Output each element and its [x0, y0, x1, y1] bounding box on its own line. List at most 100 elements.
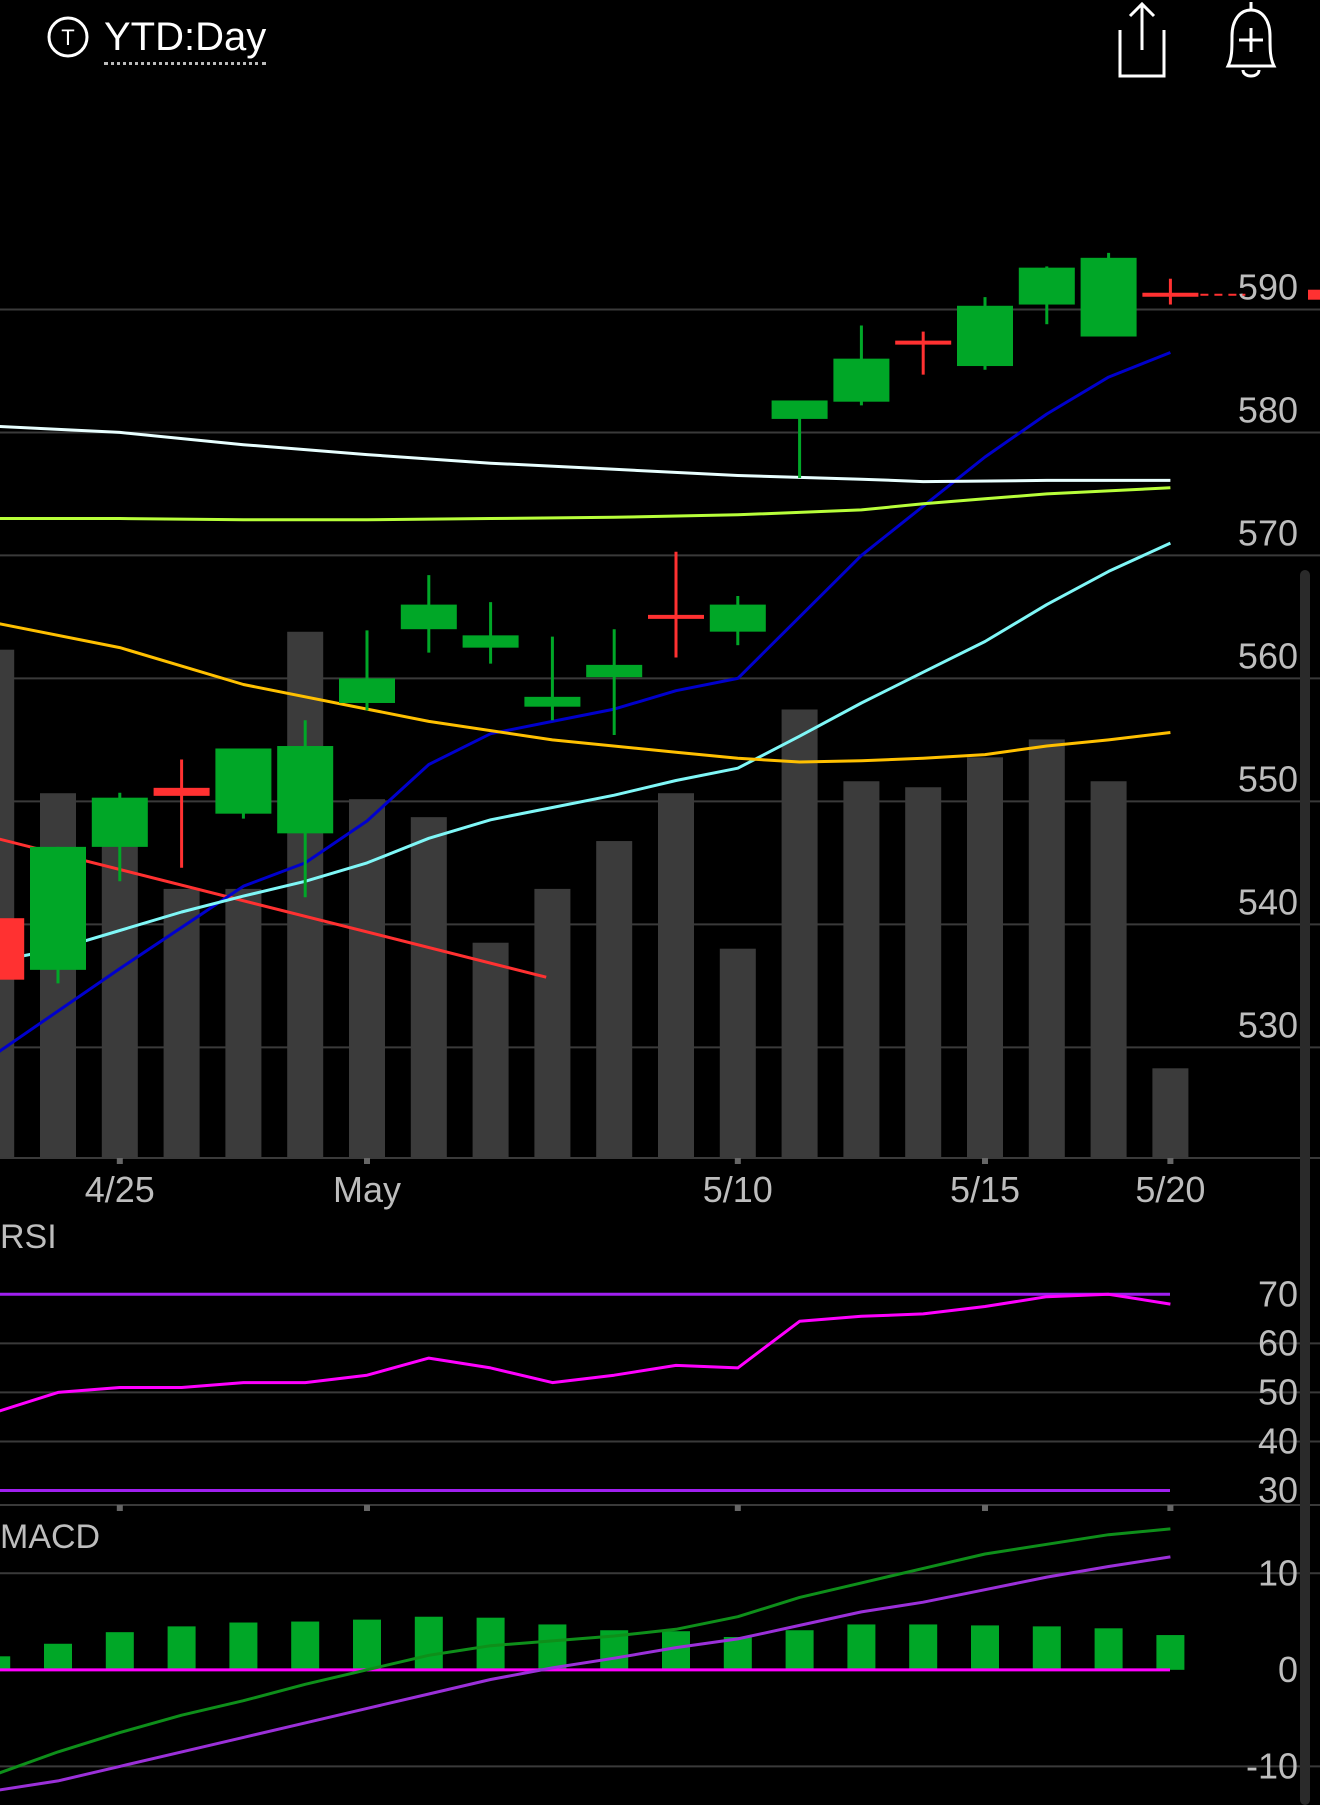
macd-histogram-bar — [971, 1625, 999, 1670]
chart-header: T YTD:Day — [0, 0, 1320, 90]
rsi-tick-label: 50 — [1258, 1371, 1298, 1412]
moving-average-line — [0, 837, 547, 979]
moving-average-line — [0, 486, 1171, 522]
time-tick — [982, 1158, 988, 1164]
last-price-marker — [1308, 289, 1320, 300]
price-tick-label: 550 — [1238, 758, 1298, 799]
volume-bar — [163, 888, 200, 1158]
macd-histogram-bar — [167, 1626, 196, 1670]
scrollbar[interactable] — [1300, 570, 1310, 1805]
time-tick — [1167, 1158, 1174, 1164]
candle-body — [339, 678, 395, 703]
macd-histogram-bar — [291, 1621, 320, 1670]
volume-bar — [1090, 781, 1127, 1158]
volume-bar — [534, 888, 571, 1158]
time-axis-label: 5/10 — [703, 1169, 773, 1210]
price-tick-label: 540 — [1238, 881, 1298, 922]
price-tick-label: 570 — [1238, 512, 1298, 553]
volume-bar — [905, 787, 942, 1158]
bell-plus-icon[interactable] — [1218, 0, 1284, 82]
macd-histogram-bar — [353, 1619, 381, 1670]
candle-body — [1080, 257, 1137, 337]
rsi-tick-label: 60 — [1258, 1322, 1298, 1363]
moving-average-line — [0, 622, 1171, 764]
rsi-tick-label: 40 — [1258, 1420, 1298, 1461]
macd-histogram-bar — [538, 1624, 567, 1670]
candle-body — [462, 635, 519, 648]
time-tick — [734, 1158, 741, 1164]
macd-histogram-bar — [1094, 1628, 1123, 1670]
candle-body — [524, 696, 581, 707]
candle-body — [30, 846, 86, 970]
volume-bar — [1028, 739, 1065, 1158]
time-tick — [364, 1158, 370, 1164]
rsi-time-tick — [1167, 1505, 1174, 1511]
candle-body — [957, 305, 1013, 367]
macd-tick-label: -10 — [1246, 1745, 1298, 1786]
moving-average-line — [0, 424, 1171, 484]
moving-average-line — [0, 351, 1171, 1053]
time-axis-label: 4/25 — [85, 1169, 155, 1210]
time-tick — [116, 1158, 123, 1164]
rsi-time-tick — [982, 1505, 988, 1511]
volume-bar — [781, 709, 818, 1158]
candle-body — [709, 604, 766, 632]
candle-body — [215, 748, 272, 814]
rsi-panel-label: RSI — [0, 1218, 57, 1256]
volume-bar — [0, 649, 15, 1158]
macd-histogram-bar — [44, 1643, 72, 1670]
time-axis-label: 5/20 — [1135, 1169, 1205, 1210]
t-circle-icon[interactable]: T — [47, 16, 89, 58]
rsi-time-tick — [116, 1505, 123, 1511]
price-tick-label: 580 — [1238, 389, 1298, 430]
rsi-tick-label: 70 — [1258, 1273, 1298, 1314]
time-axis-label: 5/15 — [950, 1169, 1020, 1210]
rsi-line — [0, 1292, 1171, 1413]
volume-bar — [472, 942, 509, 1158]
volume-bar — [658, 793, 694, 1158]
volume-bar — [967, 757, 1003, 1158]
macd-histogram-bar — [785, 1630, 814, 1670]
macd-line — [0, 1527, 1171, 1775]
candle-body — [91, 797, 148, 847]
macd-histogram-bar — [229, 1622, 258, 1670]
volume-bar — [843, 781, 880, 1158]
macd-histogram-bar — [723, 1637, 752, 1670]
macd-histogram-bar — [414, 1616, 443, 1670]
volume-bar — [225, 888, 262, 1158]
macd-histogram-bar — [1156, 1635, 1185, 1670]
volume-bar — [349, 799, 385, 1158]
price-tick-label: 590 — [1238, 266, 1298, 307]
macd-histogram-bar — [847, 1624, 876, 1670]
macd-histogram-bar — [1032, 1626, 1061, 1670]
macd-histogram-bar — [909, 1624, 938, 1670]
price-tick-label: 560 — [1238, 635, 1298, 676]
candle-body — [771, 400, 828, 419]
candle-body — [277, 746, 334, 834]
volume-bar — [410, 817, 447, 1158]
share-icon[interactable] — [1112, 0, 1172, 82]
macd-panel-label: MACD — [0, 1518, 100, 1556]
macd-tick-label: 10 — [1258, 1552, 1298, 1593]
rsi-time-tick — [364, 1505, 370, 1511]
time-axis-label: May — [333, 1169, 401, 1210]
volume-bar — [719, 948, 756, 1158]
candle-body — [153, 787, 210, 796]
macd-signal-line — [0, 1555, 1171, 1792]
candle-body — [400, 604, 457, 630]
rsi-tick-label: 30 — [1258, 1470, 1298, 1511]
moving-average-line — [0, 541, 1172, 962]
volume-bar — [596, 841, 633, 1158]
candle-body — [586, 664, 643, 678]
svg-text:T: T — [61, 25, 74, 50]
macd-tick-label: 0 — [1278, 1649, 1298, 1690]
candle-body — [0, 918, 25, 980]
volume-bar — [1152, 1068, 1189, 1158]
candle-body — [833, 358, 890, 402]
timeframe-selector[interactable]: YTD:Day — [104, 14, 267, 65]
macd-histogram-bar — [105, 1632, 134, 1670]
price-tick-label: 530 — [1238, 1004, 1298, 1045]
rsi-time-tick — [734, 1505, 741, 1511]
candle-body — [1018, 267, 1075, 305]
